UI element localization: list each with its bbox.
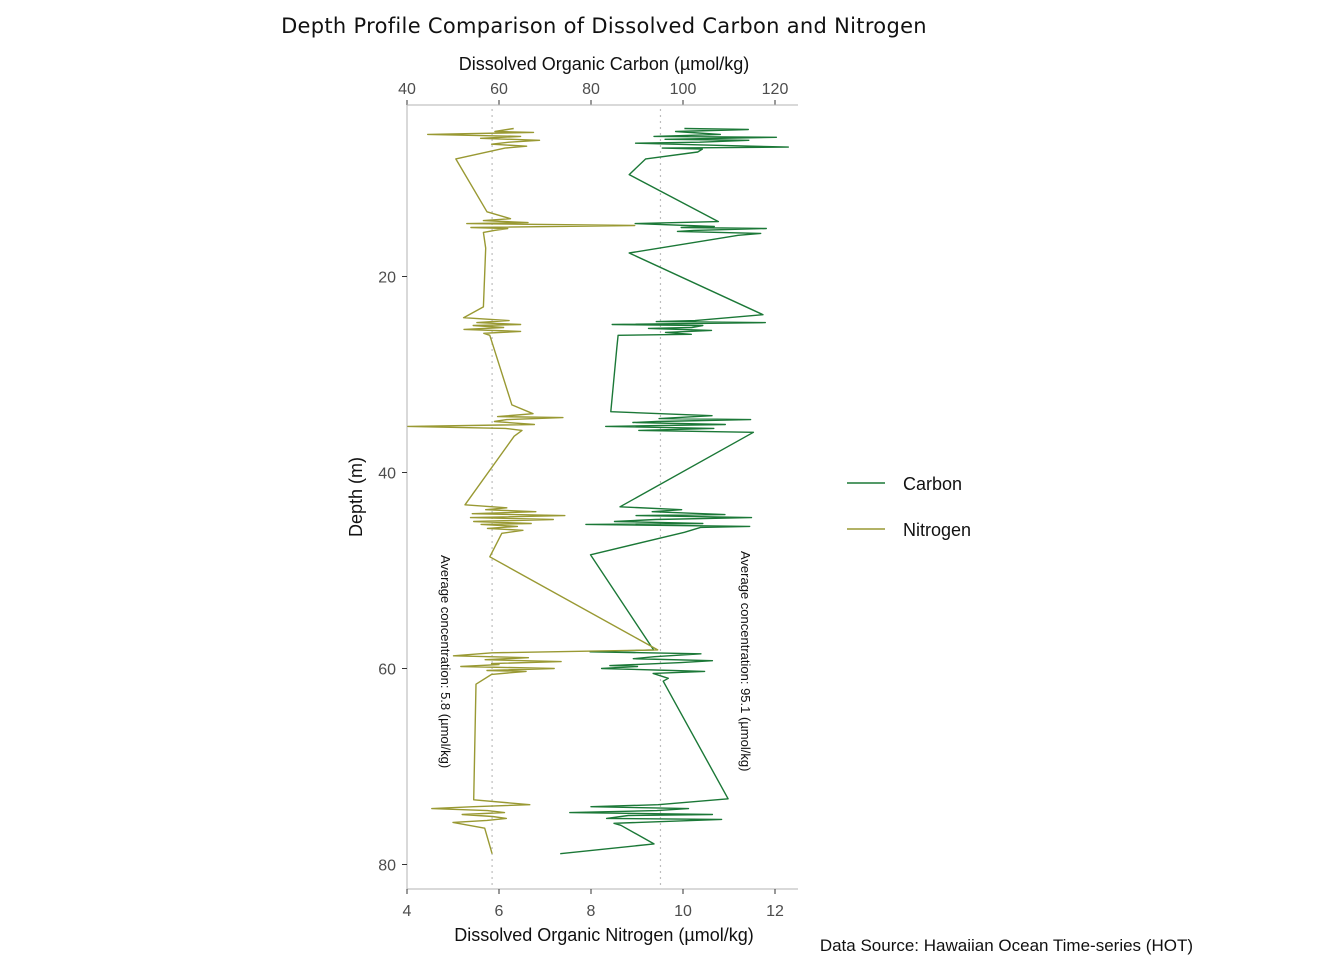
top-tick-label: 100 [670, 81, 697, 98]
bottom-axis-title: Dissolved Organic Nitrogen (µmol/kg) [454, 925, 753, 945]
bottom-tick-label: 10 [674, 903, 692, 920]
y-tick-label: 60 [378, 662, 396, 679]
bottom-tick-label: 6 [495, 903, 504, 920]
bottom-tick-label: 12 [766, 903, 784, 920]
carbon-series-line [560, 127, 789, 855]
bottom-axis-ticks: 4 6 8 10 12 [403, 889, 784, 920]
panel [406, 104, 798, 890]
top-tick-label: 120 [762, 81, 789, 98]
y-tick-label: 40 [378, 466, 396, 483]
top-tick-label: 40 [398, 81, 416, 98]
y-tick-label: 20 [378, 270, 396, 287]
top-tick-label: 60 [490, 81, 508, 98]
series-lines [407, 127, 789, 855]
y-axis-ticks: 20 40 60 80 [378, 270, 407, 875]
chart-title: Depth Profile Comparison of Dissolved Ca… [281, 14, 927, 38]
chart-caption: Data Source: Hawaiian Ocean Time-series … [820, 936, 1193, 955]
legend-label-nitrogen: Nitrogen [903, 520, 971, 540]
legend-label-carbon: Carbon [903, 474, 962, 494]
top-axis-ticks: 40 60 80 100 120 [398, 81, 788, 105]
bottom-tick-label: 4 [403, 903, 412, 920]
nitrogen-average-annotation: Average concentration: 5.8 (µmol/kg) [438, 555, 453, 768]
y-tick-label: 80 [378, 858, 396, 875]
legend: Carbon Nitrogen [847, 474, 971, 540]
nitrogen-series-line [407, 127, 659, 854]
top-axis-title: Dissolved Organic Carbon (µmol/kg) [459, 54, 749, 74]
carbon-average-annotation: Average concentration: 95.1 (µmol/kg) [738, 551, 753, 771]
bottom-tick-label: 8 [587, 903, 596, 920]
y-axis-title: Depth (m) [346, 457, 366, 537]
top-tick-label: 80 [582, 81, 600, 98]
